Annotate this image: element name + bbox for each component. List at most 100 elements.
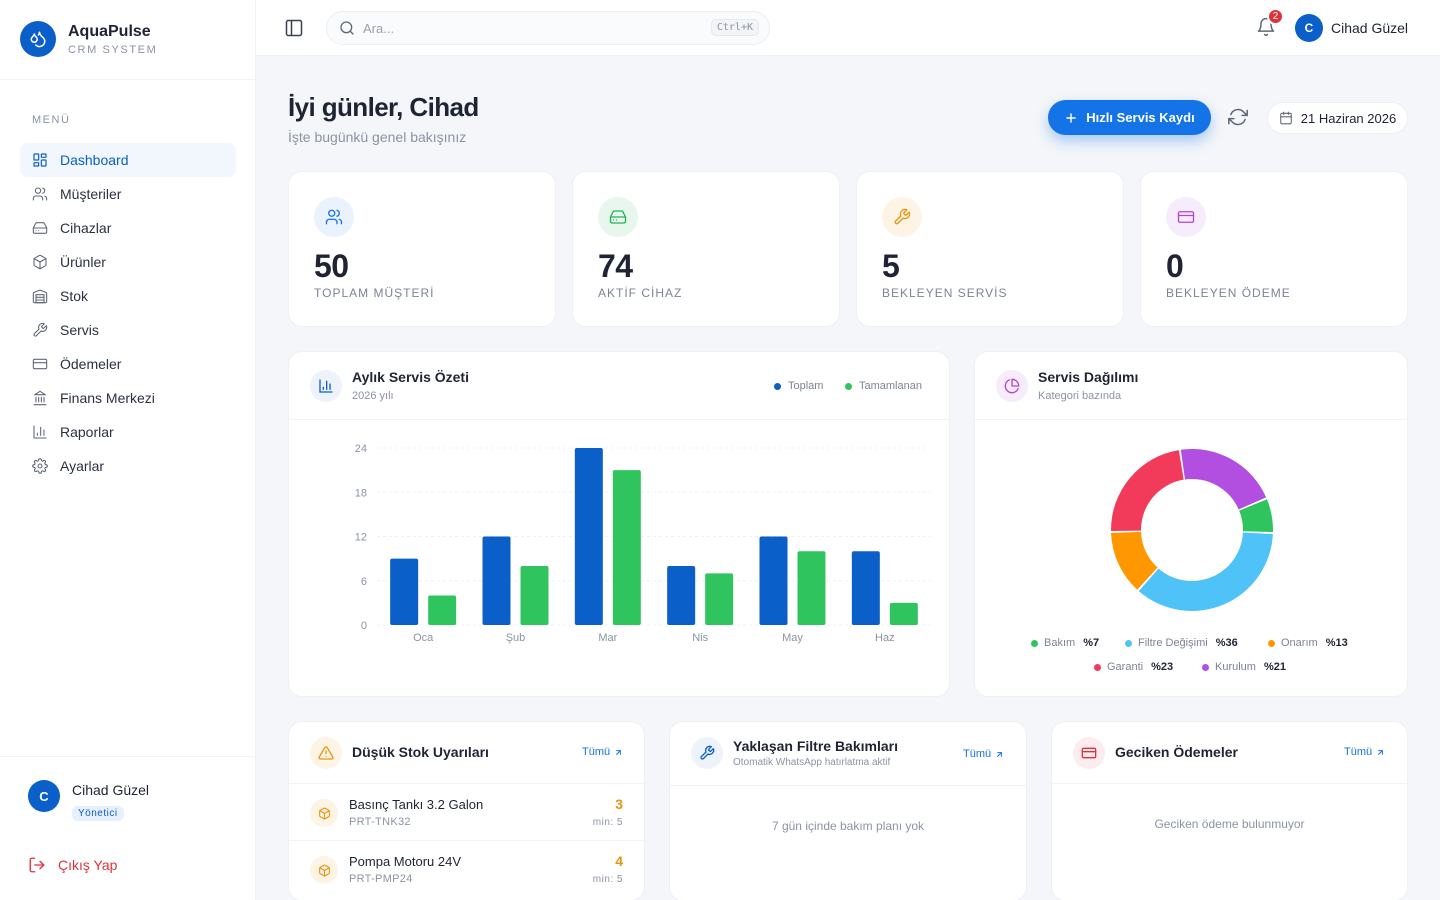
sidebar-item-service[interactable]: Servis — [20, 313, 236, 347]
stat-card-pending-payment[interactable]: 0 BEKLEYEN ÖDEME — [1140, 171, 1408, 327]
stat-label: TOPLAM MÜŞTERİ — [314, 286, 435, 300]
sidebar-toggle-button[interactable] — [284, 18, 304, 38]
donut-slice[interactable] — [1111, 450, 1184, 532]
wrench-icon — [882, 197, 922, 237]
stat-card-devices[interactable]: 74 AKTİF CİHAZ — [572, 171, 840, 327]
legend-label: Filtre Değişimi — [1138, 637, 1208, 649]
sidebar-item-settings[interactable]: Ayarlar — [20, 449, 236, 483]
sidebar-item-stock[interactable]: Stok — [20, 279, 236, 313]
list-item[interactable]: Basınç Tankı 3.2 Galon PRT-TNK32 3 min: … — [289, 784, 644, 841]
sidebar-item-customers[interactable]: Müşteriler — [20, 177, 236, 211]
date-picker[interactable]: 21 Haziran 2026 — [1267, 102, 1408, 134]
quick-service-button[interactable]: Hızlı Servis Kaydı — [1048, 100, 1211, 135]
donut-slice[interactable] — [1180, 448, 1267, 510]
sidebar: AquaPulse CRM SYSTEM MENÜ Dashboard Müşt… — [0, 0, 256, 900]
search-input[interactable] — [363, 20, 683, 36]
users-icon — [32, 187, 48, 201]
brand-subtitle: CRM SYSTEM — [68, 43, 158, 56]
divider — [670, 785, 1026, 786]
pie-chart-icon — [996, 370, 1028, 402]
device-icon — [32, 222, 48, 234]
bar-chart-icon — [310, 370, 342, 402]
date-label: 21 Haziran 2026 — [1300, 110, 1397, 126]
bar-total[interactable] — [390, 558, 419, 625]
item-code: PRT-TNK32 — [349, 816, 411, 828]
sidebar-item-finance[interactable]: Finans Merkezi — [20, 381, 236, 415]
chart-icon — [33, 425, 47, 439]
bar-total[interactable] — [759, 536, 788, 626]
stat-label: BEKLEYEN SERVİS — [882, 286, 1008, 300]
bar-completed[interactable] — [889, 602, 918, 625]
legend-label: Onarım — [1281, 637, 1318, 649]
item-name: Basınç Tankı 3.2 Galon — [349, 797, 484, 812]
sidebar-item-products[interactable]: Ürünler — [20, 245, 236, 279]
y-tick-label: 6 — [361, 576, 367, 588]
plus-icon — [1066, 112, 1077, 123]
box-icon — [310, 799, 338, 827]
view-all-link[interactable]: Tümü — [963, 748, 1004, 760]
bank-icon — [33, 390, 47, 406]
divider — [289, 419, 949, 420]
refresh-button[interactable] — [1228, 107, 1250, 129]
sidebar-item-payments[interactable]: Ödemeler — [20, 347, 236, 381]
stat-card-pending-service[interactable]: 5 BEKLEYEN SERVİS — [856, 171, 1124, 327]
bar-total[interactable] — [851, 551, 880, 625]
stat-label: BEKLEYEN ÖDEME — [1166, 286, 1291, 300]
service-distribution-panel: Servis Dağılımı Kategori bazında Bakım %… — [974, 351, 1408, 697]
empty-state: 7 gün içinde bakım planı yok — [771, 819, 925, 833]
x-tick-label: Nis — [692, 632, 708, 644]
legend-value: %36 — [1215, 637, 1238, 649]
bar-completed[interactable] — [520, 566, 549, 625]
sidebar-item-label: Raporlar — [60, 424, 114, 440]
sidebar-item-label: Cihazlar — [60, 220, 112, 236]
legend-label: Kurulum — [1215, 661, 1256, 673]
legend-dot — [1031, 639, 1038, 647]
sidebar-item-dashboard[interactable]: Dashboard — [20, 143, 236, 177]
divider — [289, 840, 644, 841]
legend-dot — [1268, 639, 1275, 647]
sidebar-item-devices[interactable]: Cihazlar — [20, 211, 236, 245]
view-all-link[interactable]: Tümü — [1344, 746, 1385, 758]
bell-icon — [1257, 17, 1275, 37]
view-all-link[interactable]: Tümü — [582, 746, 623, 758]
bar-completed[interactable] — [705, 573, 734, 625]
view-all-label: Tümü — [1344, 746, 1373, 758]
low-stock-panel: Düşük Stok Uyarıları Tümü Basınç Tankı 3… — [288, 721, 645, 900]
divider — [975, 419, 1407, 420]
x-tick-label: Oca — [413, 632, 434, 644]
overdue-payments-panel: Geciken Ödemeler Tümü Geciken ödeme bulu… — [1051, 721, 1408, 900]
bar-completed[interactable] — [797, 551, 826, 625]
donut-slice[interactable] — [1111, 531, 1158, 590]
sidebar-item-reports[interactable]: Raporlar — [20, 415, 236, 449]
bar-total[interactable] — [667, 566, 696, 625]
panel-subtitle: Kategori bazında — [1038, 390, 1122, 402]
users-icon — [314, 197, 354, 237]
menu-title: MENÜ — [32, 114, 71, 126]
donut-slice[interactable] — [1138, 532, 1273, 612]
bar-total[interactable] — [482, 536, 511, 626]
brand[interactable]: AquaPulse CRM SYSTEM — [20, 21, 157, 57]
brand-logo-icon — [20, 21, 56, 57]
y-tick-label: 24 — [355, 443, 367, 455]
panel-subtitle: Otomatik WhatsApp hatırlatma aktif — [733, 757, 891, 768]
bar-total[interactable] — [574, 448, 603, 625]
bar-completed[interactable] — [428, 595, 457, 626]
empty-state: Geciken ödeme bulunmuyor — [1154, 817, 1305, 831]
stat-card-customers[interactable]: 50 TOPLAM MÜŞTERİ — [288, 171, 556, 327]
arrow-up-right-icon — [1378, 749, 1383, 755]
notifications-button[interactable] — [1256, 17, 1276, 37]
sidebar-user[interactable]: C Cihad Güzel Yönetici — [28, 780, 149, 821]
donut-slice[interactable] — [1239, 499, 1273, 533]
legend-value: %7 — [1083, 637, 1100, 649]
legend-label: Garanti — [1107, 661, 1144, 673]
logout-button[interactable]: Çıkış Yap — [28, 856, 117, 874]
brand-name: AquaPulse — [68, 22, 151, 40]
stat-value: 0 — [1166, 248, 1184, 284]
user-menu[interactable]: C Cihad Güzel — [1295, 14, 1408, 42]
bar-completed[interactable] — [612, 470, 641, 625]
user-name: Cihad Güzel — [72, 782, 150, 798]
list-item[interactable]: Pompa Motoru 24V PRT-PMP24 4 min: 5 — [289, 841, 644, 898]
stat-label: AKTİF CİHAZ — [598, 286, 683, 300]
wrench-icon — [691, 737, 723, 769]
role-badge: Yönetici — [72, 806, 124, 821]
